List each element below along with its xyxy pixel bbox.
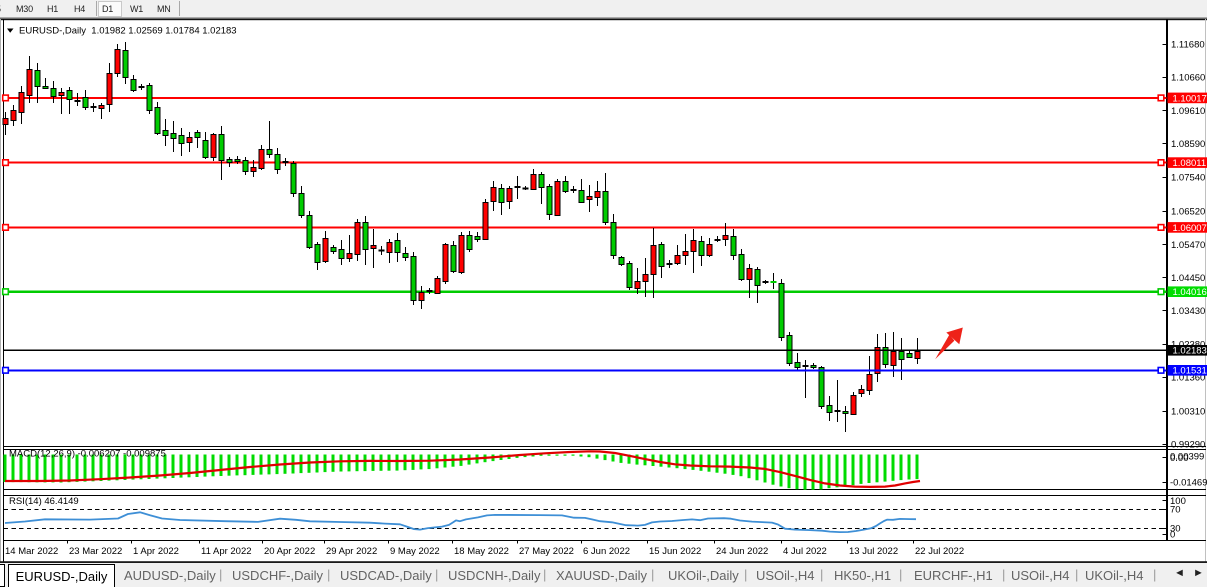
svg-text:20 Apr 2022: 20 Apr 2022 [264, 546, 315, 557]
svg-text:24 Jun 2022: 24 Jun 2022 [716, 546, 768, 557]
svg-text:11 Apr 2022: 11 Apr 2022 [201, 546, 252, 557]
svg-text:EURUSD-,Daily 1.01982 1.02569: EURUSD-,Daily 1.01982 1.02569 1.01784 1.… [19, 26, 237, 37]
svg-text:1.07540: 1.07540 [1171, 173, 1205, 184]
svg-text:0.99290: 0.99290 [1171, 439, 1205, 450]
svg-text:15 Jun 2022: 15 Jun 2022 [649, 546, 701, 557]
svg-text:22 Jul 2022: 22 Jul 2022 [915, 546, 964, 557]
svg-text:1.01531: 1.01531 [1173, 366, 1207, 377]
svg-text:30: 30 [1170, 524, 1181, 535]
svg-text:6 Jun 2022: 6 Jun 2022 [583, 546, 630, 557]
svg-text:14 Mar 2022: 14 Mar 2022 [5, 546, 58, 557]
svg-text:9 May 2022: 9 May 2022 [390, 546, 440, 557]
svg-text:1.08011: 1.08011 [1173, 158, 1207, 169]
svg-text:1.04450: 1.04450 [1171, 273, 1205, 284]
svg-text:1.08590: 1.08590 [1171, 139, 1205, 150]
svg-text:0.00: 0.00 [1170, 453, 1189, 464]
svg-text:MACD(12,26,9) -0.006207 -0.009: MACD(12,26,9) -0.006207 -0.009875 [9, 449, 166, 460]
svg-text:RSI(14) 46.4149: RSI(14) 46.4149 [9, 496, 79, 507]
svg-text:13 Jul 2022: 13 Jul 2022 [849, 546, 898, 557]
svg-text:18 May 2022: 18 May 2022 [454, 546, 509, 557]
svg-text:70: 70 [1170, 505, 1181, 516]
svg-text:1.03430: 1.03430 [1171, 306, 1205, 317]
svg-text:1.04016: 1.04016 [1173, 287, 1207, 298]
svg-text:4 Jul 2022: 4 Jul 2022 [783, 546, 827, 557]
svg-text:1.00310: 1.00310 [1171, 406, 1205, 417]
svg-text:1.01360: 1.01360 [1171, 373, 1205, 384]
svg-text:1.11680: 1.11680 [1171, 39, 1205, 50]
svg-text:1.06520: 1.06520 [1171, 206, 1205, 217]
svg-text:100: 100 [1170, 496, 1186, 507]
svg-text:1.09610: 1.09610 [1171, 106, 1205, 117]
svg-text:0.00399: 0.00399 [1170, 452, 1204, 463]
svg-text:27 May 2022: 27 May 2022 [519, 546, 574, 557]
svg-text:1 Apr 2022: 1 Apr 2022 [133, 546, 179, 557]
svg-text:29 Apr 2022: 29 Apr 2022 [326, 546, 377, 557]
svg-text:-0.01469: -0.01469 [1170, 478, 1207, 489]
svg-text:0: 0 [1170, 530, 1175, 541]
svg-text:1.10660: 1.10660 [1171, 72, 1205, 83]
svg-text:23 Mar 2022: 23 Mar 2022 [69, 546, 122, 557]
svg-text:1.06007: 1.06007 [1173, 223, 1207, 234]
svg-text:1.02183: 1.02183 [1173, 346, 1207, 357]
svg-text:1.05470: 1.05470 [1171, 240, 1205, 251]
svg-text:1.10017: 1.10017 [1173, 93, 1207, 104]
